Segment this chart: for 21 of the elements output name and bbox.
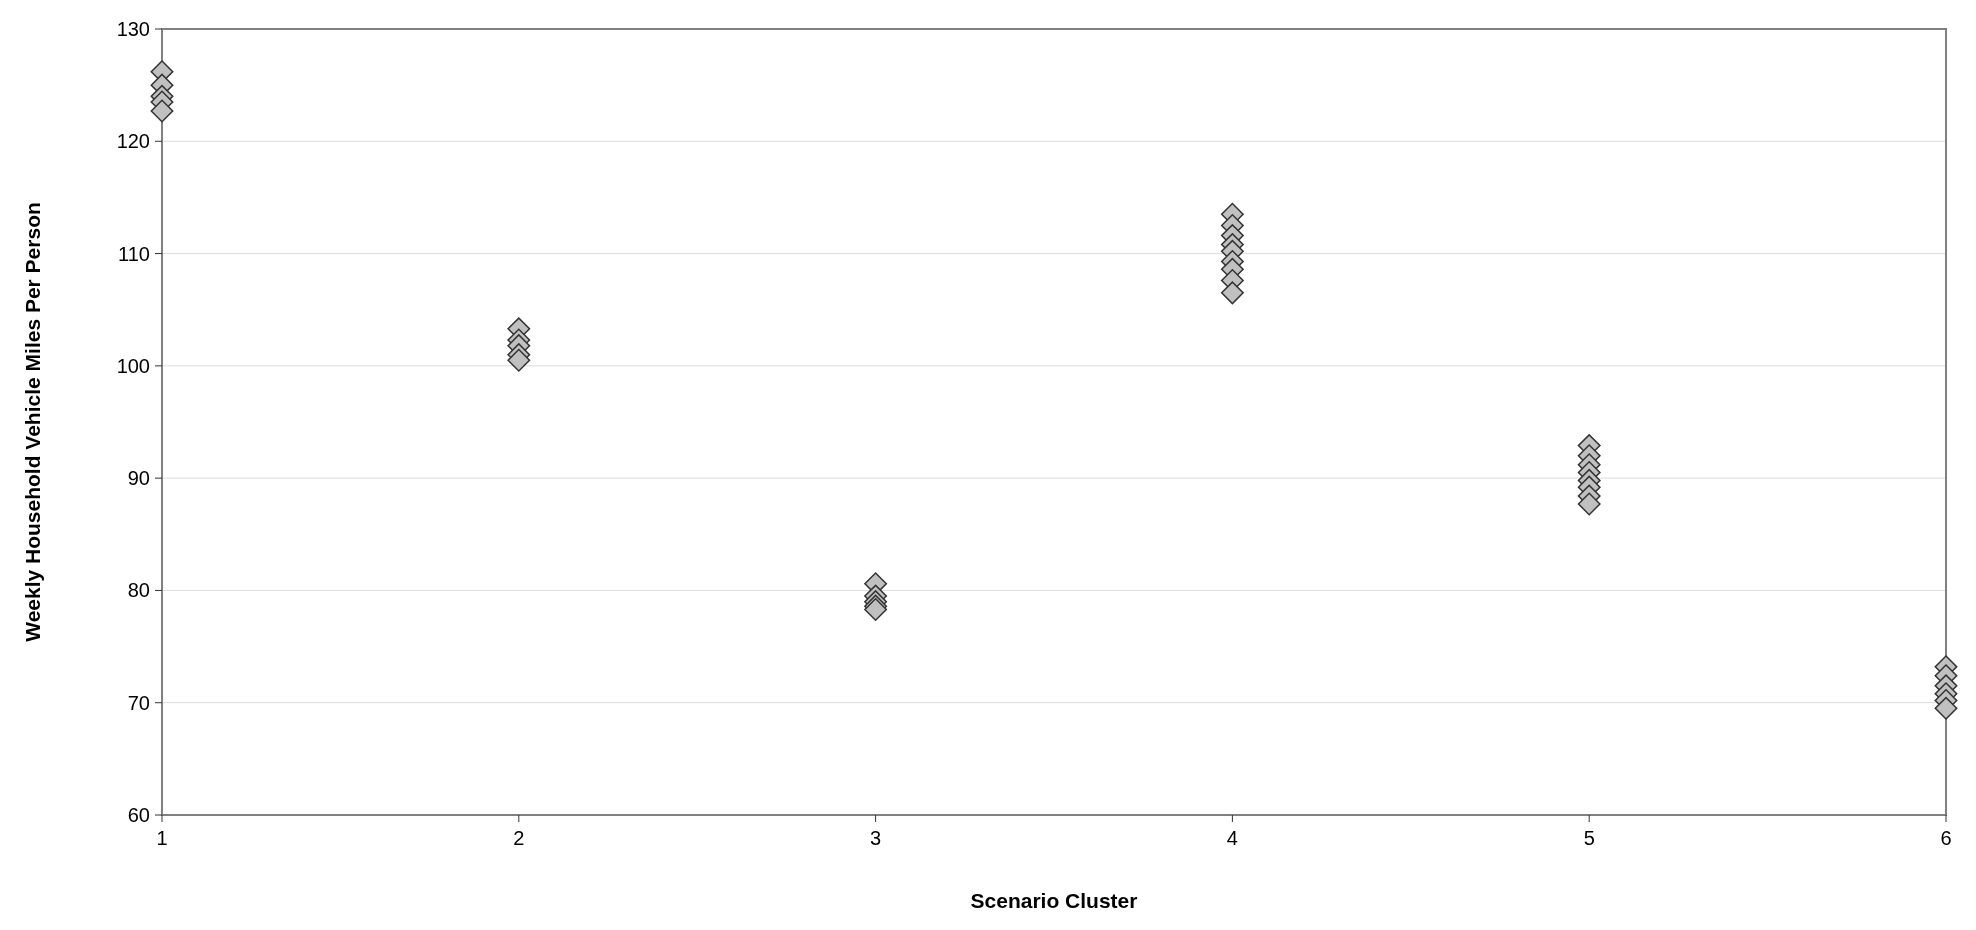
point [1934, 696, 1958, 720]
x-axis-title: Scenario Cluster [970, 889, 1138, 912]
x-tick-label: 5 [1583, 827, 1595, 849]
x-tick-label: 1 [156, 827, 168, 849]
point [507, 348, 531, 372]
x-tick-label: 3 [870, 827, 882, 849]
y-axis-title: Weekly Household Vehicle Miles Per Person [21, 202, 44, 642]
y-tick-label: 70 [127, 691, 150, 714]
y-tick-label: 120 [116, 130, 150, 153]
y-tick-label: 60 [127, 804, 150, 826]
y-tick-label: 100 [116, 354, 150, 377]
y-tick-label: 80 [127, 579, 150, 602]
point [1577, 492, 1601, 516]
point [1220, 281, 1244, 305]
x-tick-label: 4 [1226, 827, 1238, 849]
y-tick-label: 110 [118, 242, 150, 265]
y-tick-label: 90 [127, 467, 150, 490]
x-tick-label: 2 [513, 827, 525, 849]
x-tick-label: 6 [1940, 827, 1952, 849]
point [150, 99, 174, 123]
y-tick-label: 130 [116, 18, 150, 40]
